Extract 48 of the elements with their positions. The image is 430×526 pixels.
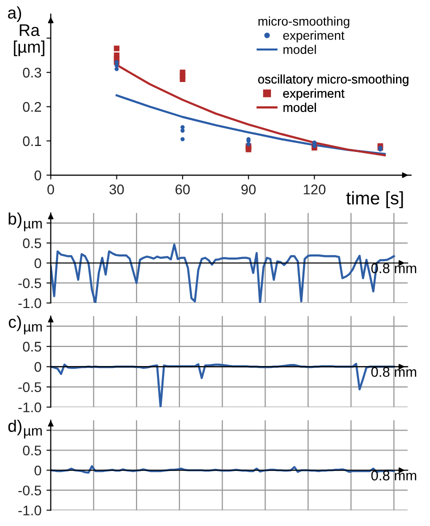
point — [246, 142, 251, 146]
chart-title: d) — [8, 420, 22, 436]
y-axis-title: µm — [24, 324, 42, 334]
legend-label: experiment — [283, 30, 344, 42]
y-tick-label: 0.5 — [22, 238, 42, 248]
y-tick-label: -0.5 — [18, 382, 42, 392]
y-axis-title: µm — [24, 428, 42, 438]
line-series — [50, 244, 395, 303]
legend-label: experiment — [283, 88, 344, 100]
y-tick-label: 0 — [34, 466, 42, 476]
point — [180, 125, 185, 130]
chart-title: b) — [8, 212, 22, 228]
y-tick-label: 0 — [34, 258, 42, 268]
point — [114, 63, 119, 68]
point — [114, 46, 120, 52]
annotation: 0.8 mm — [371, 470, 416, 480]
legend-label: model — [284, 102, 316, 112]
x-tick-label: 0 — [47, 184, 54, 194]
point — [180, 137, 185, 142]
x-axis-title: time [s] — [346, 191, 403, 208]
annotation: oscillatory micro-smoothing — [258, 74, 408, 86]
y-tick-label: 0.2 — [22, 102, 42, 112]
y-tick-label: 0.3 — [22, 68, 42, 78]
y-axis-title: µm — [24, 220, 42, 232]
y-tick-label: 0 — [34, 170, 42, 180]
y-tick-label: -1.0 — [18, 506, 42, 516]
point — [114, 52, 120, 58]
x-tick-label: 30 — [109, 184, 124, 194]
point — [114, 66, 119, 72]
y-tick-label: -1.0 — [18, 298, 42, 308]
y-tick-label: 0.5 — [22, 342, 42, 352]
point — [180, 70, 186, 76]
x-tick-label: 120 — [304, 184, 326, 194]
x-tick-label: 90 — [241, 184, 256, 194]
annotation: 0.8 mm — [371, 367, 416, 377]
x-tick-label: 60 — [176, 184, 190, 194]
chart-title: c) — [8, 316, 21, 332]
y-tick-label: -0.5 — [18, 278, 42, 288]
legend-label: model — [284, 44, 316, 54]
y-tick-label: 0.5 — [22, 446, 42, 456]
y-tick-label: 0 — [34, 362, 42, 372]
line-series — [50, 362, 395, 408]
y-tick-label: -0.5 — [18, 486, 42, 496]
chart-title: a) — [8, 6, 22, 22]
y-tick-label: -1.0 — [18, 402, 42, 412]
annotation: micro-smoothing — [258, 16, 350, 28]
y-axis-title: Ra [µm] — [14, 24, 44, 56]
y-tick-label: 0.1 — [22, 136, 42, 146]
